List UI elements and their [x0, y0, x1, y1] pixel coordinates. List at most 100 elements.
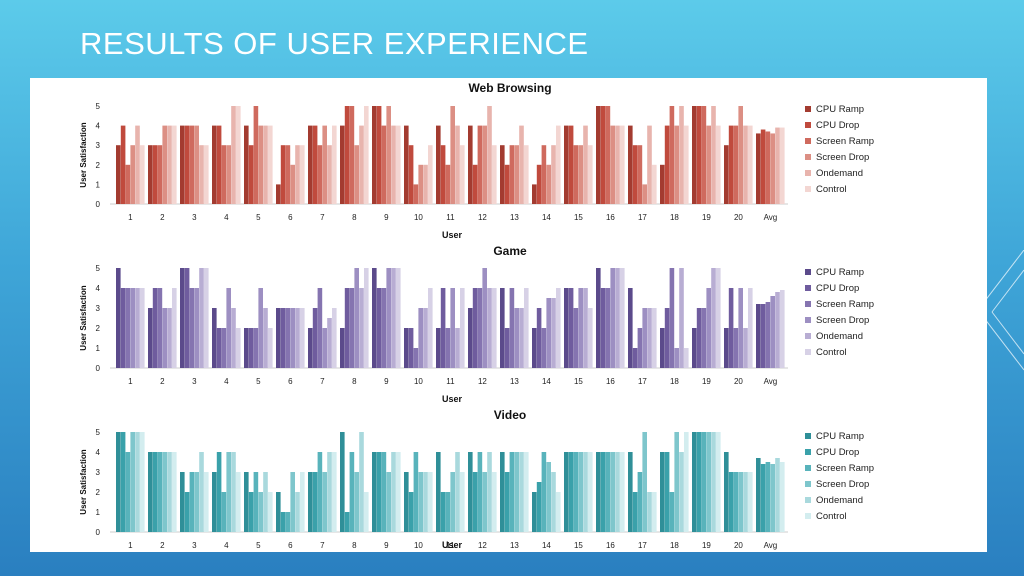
legend-entry: Screen Drop [816, 152, 869, 163]
bar [605, 452, 611, 532]
bar [780, 462, 785, 532]
bar [386, 106, 391, 204]
bar [372, 452, 377, 532]
y-tick-label: 1 [96, 508, 101, 517]
y-tick-label: 5 [96, 428, 101, 437]
bar [130, 432, 135, 532]
bar [152, 288, 158, 368]
bar [728, 288, 734, 368]
chart-title: Web Browsing [468, 81, 551, 95]
bar [396, 125, 401, 204]
bar [756, 304, 761, 368]
bar [468, 452, 473, 532]
bar [404, 328, 409, 368]
x-tick-label: 16 [606, 213, 615, 222]
bar [391, 125, 396, 204]
bar [381, 125, 387, 204]
bar [519, 308, 524, 368]
bar [194, 125, 199, 204]
bar [706, 288, 711, 368]
bar [204, 472, 209, 532]
bar [596, 452, 601, 532]
bar [674, 348, 679, 368]
bar [354, 268, 359, 368]
x-tick-label: 4 [224, 377, 229, 386]
bar [418, 164, 423, 204]
y-tick-label: 4 [96, 284, 101, 293]
bar [364, 492, 369, 532]
bar [596, 268, 601, 368]
bar [189, 288, 195, 368]
bar [236, 328, 241, 368]
bar [775, 458, 780, 532]
legend-swatch [805, 301, 811, 307]
bar [423, 308, 428, 368]
bar [428, 472, 433, 532]
bar [568, 125, 574, 204]
bar [396, 268, 401, 368]
bar [610, 452, 615, 532]
bar [455, 125, 460, 204]
bar [152, 452, 158, 532]
bar [652, 164, 657, 204]
legend-swatch [805, 138, 811, 144]
bar [487, 106, 492, 204]
x-tick-label: 8 [352, 377, 357, 386]
y-tick-label: 2 [96, 161, 101, 170]
legend-swatch [805, 106, 811, 112]
bar [477, 452, 483, 532]
bar [212, 125, 217, 204]
bar [167, 125, 172, 204]
x-tick-label: 18 [670, 213, 679, 222]
x-tick-label: 20 [734, 213, 743, 222]
bar [692, 432, 697, 532]
bar [738, 288, 743, 368]
legend-entry: Screen Ramp [816, 299, 874, 310]
bar [354, 472, 359, 532]
x-tick-label: 5 [256, 541, 261, 550]
legend-entry: Control [816, 184, 847, 195]
bar [541, 452, 547, 532]
bar [125, 452, 131, 532]
bar [509, 288, 515, 368]
legend-entry: CPU Drop [816, 283, 859, 294]
bar [455, 328, 460, 368]
bar [440, 288, 446, 368]
legend-entry: Screen Drop [816, 315, 869, 326]
bar [477, 125, 483, 204]
x-tick-label: 16 [606, 541, 615, 550]
bar [116, 268, 121, 368]
bar [167, 308, 172, 368]
bar [573, 308, 579, 368]
bar [194, 288, 199, 368]
x-tick-label: 14 [542, 377, 551, 386]
bar [701, 308, 707, 368]
bar [660, 164, 665, 204]
bar [733, 125, 739, 204]
y-tick-label: 1 [96, 344, 101, 353]
bar [226, 452, 231, 532]
y-tick-label: 0 [96, 364, 101, 373]
bar [492, 288, 497, 368]
bar [162, 308, 167, 368]
bar [450, 288, 455, 368]
legend-entry: Ondemand [816, 495, 863, 506]
bar [391, 452, 396, 532]
bar [615, 452, 620, 532]
bar [312, 125, 318, 204]
legend-swatch [805, 269, 811, 275]
bar [514, 452, 519, 532]
bar [628, 452, 633, 532]
x-tick-label: 3 [192, 541, 197, 550]
legend-entry: Ondemand [816, 331, 863, 342]
x-tick-label: 15 [574, 377, 583, 386]
bar [248, 145, 254, 204]
bar [477, 288, 483, 368]
bar [482, 125, 487, 204]
bar [492, 472, 497, 532]
bar [743, 328, 748, 368]
bar [620, 452, 625, 532]
x-tick-label: 7 [320, 213, 325, 222]
bar [660, 452, 665, 532]
bar [295, 492, 300, 532]
